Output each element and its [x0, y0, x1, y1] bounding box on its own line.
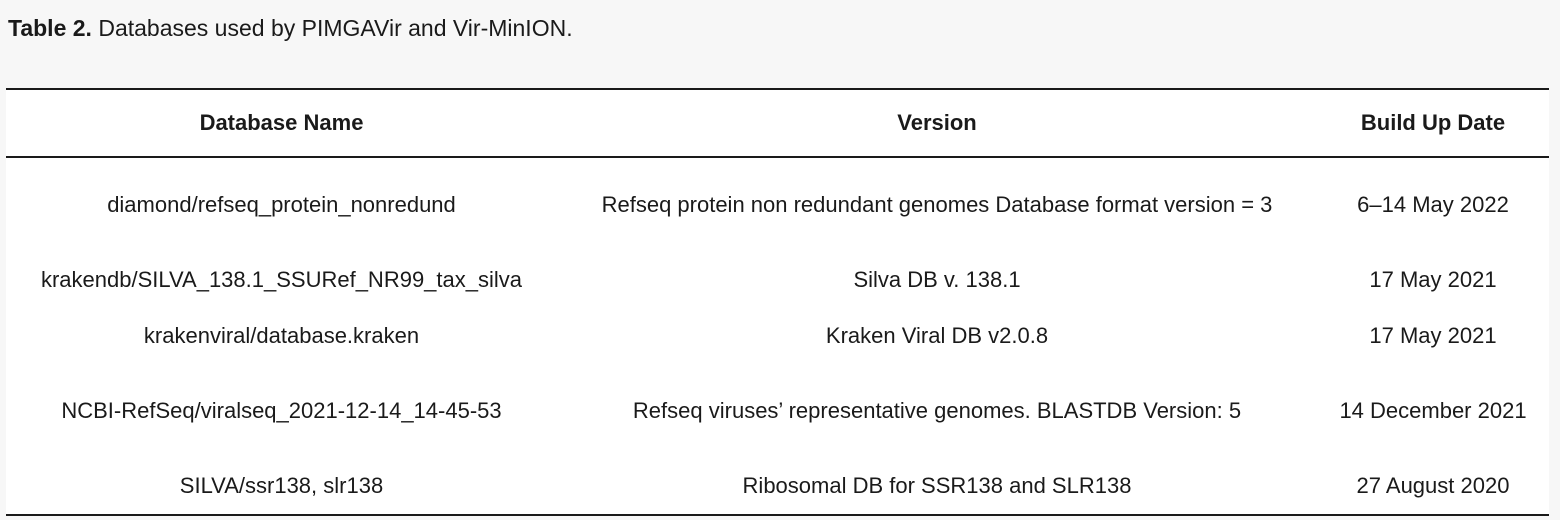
table-caption: Table 2. Databases used by PIMGAVir and …: [8, 12, 573, 44]
table-row: krakendb/SILVA_138.1_SSURef_NR99_tax_sil…: [6, 252, 1549, 308]
header-build-up-date: Build Up Date: [1317, 89, 1549, 158]
cell-version: Silva DB v. 138.1: [853, 267, 1021, 292]
header-database-name: Database Name: [6, 89, 557, 158]
cell-database-name: krakenviral/database.kraken: [143, 323, 420, 348]
header-row: Database Name Version Build Up Date: [6, 89, 1549, 158]
cell-build-up-date: 27 August 2020: [1356, 473, 1510, 498]
table-row: diamond/refseq_protein_nonredund Refseq …: [6, 157, 1549, 252]
table-header: Database Name Version Build Up Date: [6, 89, 1549, 158]
cell-database-name: krakendb/SILVA_138.1_SSURef_NR99_tax_sil…: [40, 267, 523, 292]
cell-version: Kraken Viral DB v2.0.8: [825, 323, 1049, 348]
cell-database-name: SILVA/ssr138, slr138: [179, 473, 384, 498]
databases-table-container: Database Name Version Build Up Date diam…: [6, 88, 1549, 516]
table-row: krakenviral/database.kraken Kraken Viral…: [6, 308, 1549, 364]
table-row: SILVA/ssr138, slr138 Ribosomal DB for SS…: [6, 458, 1549, 515]
table-row: NCBI-RefSeq/viralseq_2021-12-14_14-45-53…: [6, 364, 1549, 458]
cell-build-up-date: 17 May 2021: [1369, 323, 1497, 348]
table-caption-label: Table 2.: [8, 15, 92, 41]
cell-database-name: NCBI-RefSeq/viralseq_2021-12-14_14-45-53: [61, 398, 502, 423]
cell-build-up-date: 6–14 May 2022: [1357, 192, 1509, 217]
cell-version: Refseq protein non redundant genomes Dat…: [601, 192, 1273, 217]
header-version: Version: [557, 89, 1317, 158]
table-body: diamond/refseq_protein_nonredund Refseq …: [6, 157, 1549, 515]
cell-build-up-date: 14 December 2021: [1339, 398, 1527, 423]
cell-build-up-date: 17 May 2021: [1369, 267, 1497, 292]
cell-version: Refseq viruses’ representative genomes. …: [632, 398, 1242, 423]
table-caption-text: Databases used by PIMGAVir and Vir-MinIO…: [91, 15, 573, 41]
cell-database-name: diamond/refseq_protein_nonredund: [107, 192, 456, 217]
cell-version: Ribosomal DB for SSR138 and SLR138: [742, 473, 1132, 498]
databases-table: Database Name Version Build Up Date diam…: [6, 88, 1549, 516]
